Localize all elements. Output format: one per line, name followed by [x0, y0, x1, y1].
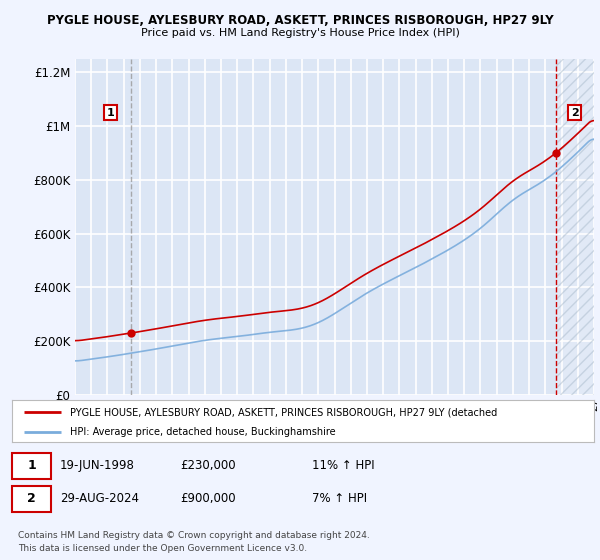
- Text: 7% ↑ HPI: 7% ↑ HPI: [312, 492, 367, 505]
- Text: £900,000: £900,000: [180, 492, 236, 505]
- Text: 1: 1: [107, 108, 115, 118]
- Text: 19-JUN-1998: 19-JUN-1998: [60, 459, 135, 473]
- Text: £230,000: £230,000: [180, 459, 236, 473]
- Text: Contains HM Land Registry data © Crown copyright and database right 2024.
This d: Contains HM Land Registry data © Crown c…: [18, 531, 370, 553]
- FancyBboxPatch shape: [12, 486, 51, 512]
- Text: PYGLE HOUSE, AYLESBURY ROAD, ASKETT, PRINCES RISBOROUGH, HP27 9LY (detached: PYGLE HOUSE, AYLESBURY ROAD, ASKETT, PRI…: [70, 407, 497, 417]
- Text: HPI: Average price, detached house, Buckinghamshire: HPI: Average price, detached house, Buck…: [70, 427, 336, 437]
- Text: PYGLE HOUSE, AYLESBURY ROAD, ASKETT, PRINCES RISBOROUGH, HP27 9LY: PYGLE HOUSE, AYLESBURY ROAD, ASKETT, PRI…: [47, 14, 553, 27]
- Bar: [556, 59, 594, 395]
- Text: Price paid vs. HM Land Registry's House Price Index (HPI): Price paid vs. HM Land Registry's House …: [140, 28, 460, 38]
- Text: 11% ↑ HPI: 11% ↑ HPI: [312, 459, 374, 473]
- Text: 29-AUG-2024: 29-AUG-2024: [60, 492, 139, 505]
- Text: 1: 1: [27, 459, 36, 473]
- Text: 2: 2: [27, 492, 36, 505]
- FancyBboxPatch shape: [12, 453, 51, 479]
- Bar: [556, 59, 594, 395]
- Text: 2: 2: [571, 108, 578, 118]
